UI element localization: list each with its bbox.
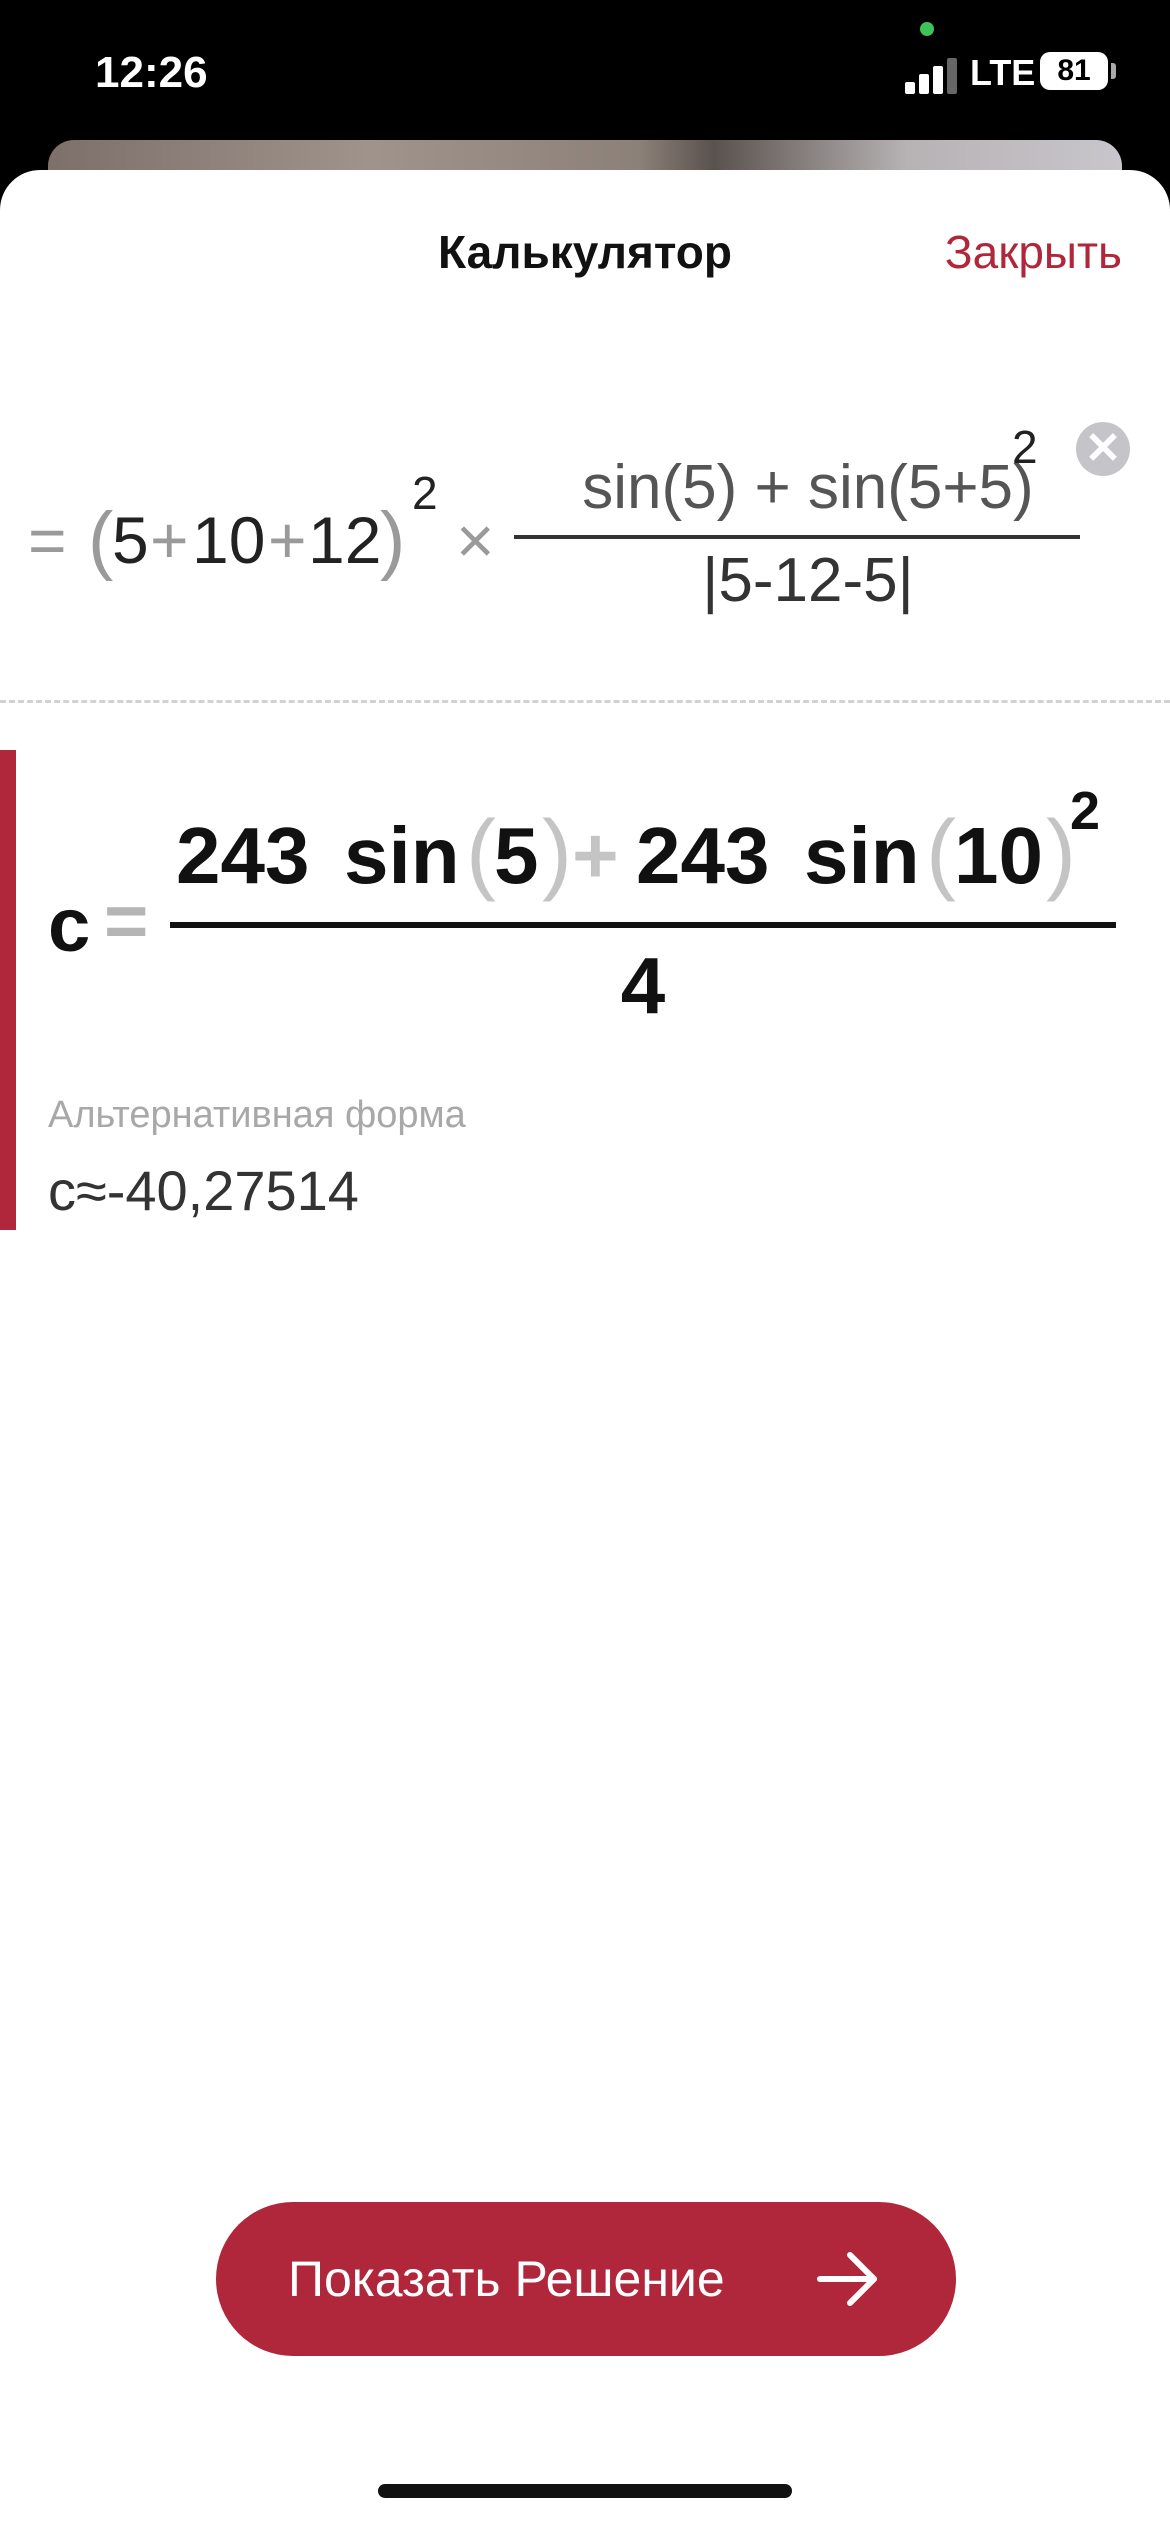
input-term-2: 10 (192, 503, 266, 577)
result-fraction-bar (170, 922, 1116, 928)
input-expression[interactable]: = ( 5 + 10 + 12 ) 2 × sin(5) + sin(5+5) … (28, 421, 1080, 640)
clear-input-icon[interactable]: ✕ (1076, 422, 1130, 476)
sheet-title: Калькулятор (438, 226, 732, 278)
show-solution-button[interactable]: Показать Решение (216, 2202, 956, 2356)
input-plus-2: + (268, 503, 307, 577)
result-exponent: 2 (1070, 781, 1101, 841)
signal-strength-icon (905, 54, 965, 94)
result-coef-b: 243 (636, 811, 770, 900)
network-label: LTE (970, 52, 1036, 93)
section-divider (0, 700, 1170, 703)
input-numerator: sin(5) + sin(5+5) (582, 453, 1034, 522)
result-plus: + (572, 811, 619, 900)
input-fraction-bar (514, 535, 1080, 539)
input-times: × (456, 503, 495, 577)
close-button[interactable]: Закрыть (944, 226, 1122, 278)
result-variable: c (48, 883, 91, 968)
status-time: 12:26 (95, 48, 208, 97)
input-paren-close: ) (380, 497, 406, 582)
result-paren-b-close: ) (1046, 803, 1076, 903)
battery-tip (1111, 63, 1116, 79)
result-coef-a: 243 (176, 811, 310, 900)
input-term-1: 5 (112, 503, 149, 577)
show-solution-label: Показать Решение (288, 2251, 725, 2307)
input-paren-open: ( (88, 497, 114, 582)
result-arg-a: 5 (494, 811, 539, 900)
battery-icon: 81 (1040, 52, 1108, 90)
input-numerator-exponent: 2 (1012, 421, 1038, 473)
result-accent-bar (0, 750, 16, 1230)
result-arg-b: 10 (954, 811, 1043, 900)
input-equals: = (28, 503, 67, 577)
input-exponent: 2 (412, 467, 438, 519)
result-paren-b-open: ( (926, 803, 956, 903)
input-plus-1: + (150, 503, 189, 577)
result-expression: c = 243 sin ( 5 ) + 243 sin ( 10 ) 2 4 (48, 781, 1148, 1050)
alternative-form-value: c≈-40,27514 (48, 1159, 359, 1222)
result-fn-a: sin (344, 811, 460, 900)
alternative-form-label: Альтернативная форма (48, 1094, 466, 1136)
arrow-right-icon (817, 2252, 877, 2306)
result-paren-a-close: ) (542, 803, 572, 903)
input-denominator: |5-12-5| (702, 546, 914, 615)
home-indicator (378, 2484, 792, 2498)
result-denominator: 4 (620, 941, 666, 1030)
privacy-indicator-dot (920, 22, 934, 36)
calculator-sheet (0, 170, 1170, 2532)
input-term-3: 12 (308, 503, 382, 577)
status-bar: 12:26 LTE 81 (0, 0, 1170, 150)
result-paren-a-open: ( (466, 803, 496, 903)
result-equals: = (104, 879, 149, 964)
result-fn-b: sin (804, 811, 920, 900)
